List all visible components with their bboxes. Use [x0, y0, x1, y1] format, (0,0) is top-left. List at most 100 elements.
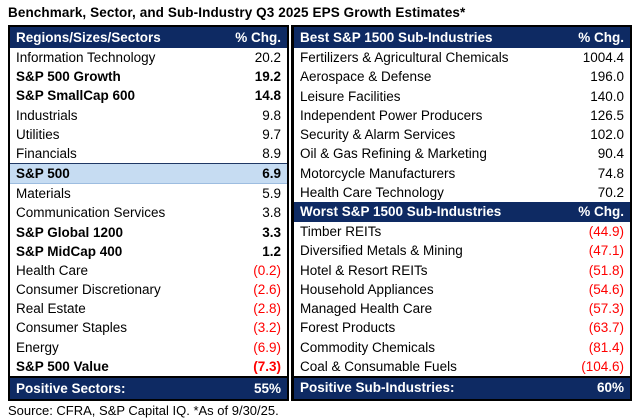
row-label: S&P MidCap 400	[16, 243, 123, 259]
table-row: Managed Health Care (57.3)	[294, 299, 630, 318]
row-value: 3.3	[262, 224, 281, 240]
row-label: S&P SmallCap 600	[16, 88, 136, 104]
row-value: 140.0	[590, 88, 624, 104]
row-value: 8.9	[262, 145, 281, 161]
table-row: S&P 500 Value (7.3)	[10, 357, 287, 376]
row-value: 6.9	[262, 166, 281, 182]
row-value: (51.8)	[588, 262, 624, 278]
row-label: Timber REITs	[300, 224, 382, 240]
row-value: 9.8	[262, 107, 281, 123]
best-header-pct-chg: % Chg.	[578, 29, 624, 45]
table-row: Timber REITs (44.9)	[294, 222, 630, 241]
row-value: (0.2)	[253, 262, 281, 278]
table-row: S&P 500 Growth 19.2	[10, 67, 287, 86]
row-value: (2.8)	[253, 301, 281, 317]
table-row: Consumer Discretionary (2.6)	[10, 280, 287, 299]
row-value: 20.2	[254, 50, 281, 66]
table-row: Communication Services 3.8	[10, 203, 287, 222]
row-label: S&P 500	[16, 166, 70, 182]
row-value: (81.4)	[588, 339, 624, 355]
sectors-header-label: Regions/Sizes/Sectors	[16, 29, 161, 45]
best-subindustries-header: Best S&P 1500 Sub-Industries % Chg.	[294, 27, 630, 48]
table-row: Consumer Staples (3.2)	[10, 318, 287, 337]
table-row: Motorcycle Manufacturers 74.8	[294, 163, 630, 182]
row-label: S&P 500 Growth	[16, 69, 121, 85]
positive-sectors-label: Positive Sectors:	[16, 380, 126, 396]
row-value: (57.3)	[588, 301, 624, 317]
positive-subindustries-label: Positive Sub-Industries:	[300, 380, 455, 396]
table-row: Health Care Technology 70.2	[294, 183, 630, 202]
sectors-table: Regions/Sizes/Sectors % Chg. Information…	[8, 25, 289, 401]
row-label: Real Estate	[16, 301, 86, 317]
table-row: Real Estate (2.8)	[10, 299, 287, 318]
row-label: Hotel & Resort REITs	[300, 262, 428, 278]
row-value: (2.6)	[253, 282, 281, 298]
table-row: S&P 500 6.9	[10, 163, 287, 185]
table-row: Energy (6.9)	[10, 338, 287, 357]
row-value: (54.6)	[588, 281, 624, 297]
row-label: Consumer Discretionary	[16, 282, 161, 298]
row-label: Security & Alarm Services	[300, 127, 456, 143]
table-row: S&P SmallCap 600 14.8	[10, 86, 287, 105]
worst-header-pct-chg: % Chg.	[578, 203, 624, 219]
table-row: Independent Power Producers 126.5	[294, 106, 630, 125]
worst-subindustries-rows: Timber REITs (44.9) Diversified Metals & M…	[294, 222, 630, 376]
best-subindustries-rows: Fertilizers & Agricultural Chemicals 1004…	[294, 48, 630, 202]
row-label: Motorcycle Manufacturers	[300, 165, 456, 181]
row-value: 74.8	[597, 165, 624, 181]
row-value: 19.2	[254, 69, 281, 85]
row-value: (7.3)	[253, 358, 281, 374]
row-value: 70.2	[597, 184, 624, 200]
row-label: Communication Services	[16, 205, 166, 221]
row-label: Health Care Technology	[300, 184, 444, 200]
table-row: Information Technology 20.2	[10, 48, 287, 67]
row-value: 3.8	[262, 205, 281, 221]
row-value: 102.0	[590, 127, 624, 143]
row-label: Independent Power Producers	[300, 107, 483, 123]
row-value: 1004.4	[582, 50, 624, 66]
row-value: (44.9)	[588, 224, 624, 240]
table-row: Financials 8.9	[10, 144, 287, 163]
row-label: Health Care	[16, 262, 89, 278]
row-value: 196.0	[590, 69, 624, 85]
worst-subindustries-header: Worst S&P 1500 Sub-Industries % Chg.	[294, 201, 630, 223]
row-value: 90.4	[597, 146, 624, 162]
page-title: Benchmark, Sector, and Sub-Industry Q3 2…	[8, 5, 466, 20]
source-note: Source: CFRA, S&P Capital IQ. *As of 9/3…	[8, 403, 279, 418]
row-label: Commodity Chemicals	[300, 339, 436, 355]
row-label: Utilities	[16, 126, 60, 142]
row-label: Industrials	[16, 107, 78, 123]
row-label: Diversified Metals & Mining	[300, 243, 463, 259]
table-row: Industrials 9.8	[10, 106, 287, 125]
table-row: Health Care (0.2)	[10, 261, 287, 280]
row-label: Information Technology	[16, 50, 156, 66]
row-label: Managed Health Care	[300, 301, 433, 317]
row-value: (63.7)	[588, 320, 624, 336]
row-label: Oil & Gas Refining & Marketing	[300, 146, 487, 162]
row-label: Materials	[16, 186, 71, 202]
table-row: Diversified Metals & Mining (47.1)	[294, 241, 630, 260]
positive-subindustries-footer: Positive Sub-Industries: 60%	[294, 375, 630, 399]
row-value: 126.5	[590, 107, 624, 123]
row-label: Forest Products	[300, 320, 396, 336]
row-label: Coal & Consumable Fuels	[300, 358, 457, 374]
row-value: (47.1)	[588, 243, 624, 259]
table-row: Commodity Chemicals (81.4)	[294, 338, 630, 357]
table-row: Fertilizers & Agricultural Chemicals 1004…	[294, 48, 630, 67]
row-value: 14.8	[254, 88, 281, 104]
sectors-table-header: Regions/Sizes/Sectors % Chg.	[10, 27, 287, 48]
row-label: Consumer Staples	[16, 320, 128, 336]
table-row: Forest Products (63.7)	[294, 318, 630, 337]
sectors-rows: Information Technology 20.2 S&P 500 Growth…	[10, 48, 287, 376]
table-row: Utilities 9.7	[10, 125, 287, 144]
best-header-label: Best S&P 1500 Sub-Industries	[300, 29, 493, 45]
positive-subindustries-value: 60%	[596, 380, 624, 396]
row-value: 9.7	[262, 126, 281, 142]
positive-sectors-footer: Positive Sectors: 55%	[10, 376, 287, 399]
row-label: Financials	[16, 145, 77, 161]
subindustries-table: Best S&P 1500 Sub-Industries % Chg. Fert…	[291, 25, 632, 401]
table-row: Oil & Gas Refining & Marketing 90.4	[294, 144, 630, 163]
row-label: Fertilizers & Agricultural Chemicals	[300, 50, 509, 66]
table-row: Leisure Facilities 140.0	[294, 86, 630, 105]
